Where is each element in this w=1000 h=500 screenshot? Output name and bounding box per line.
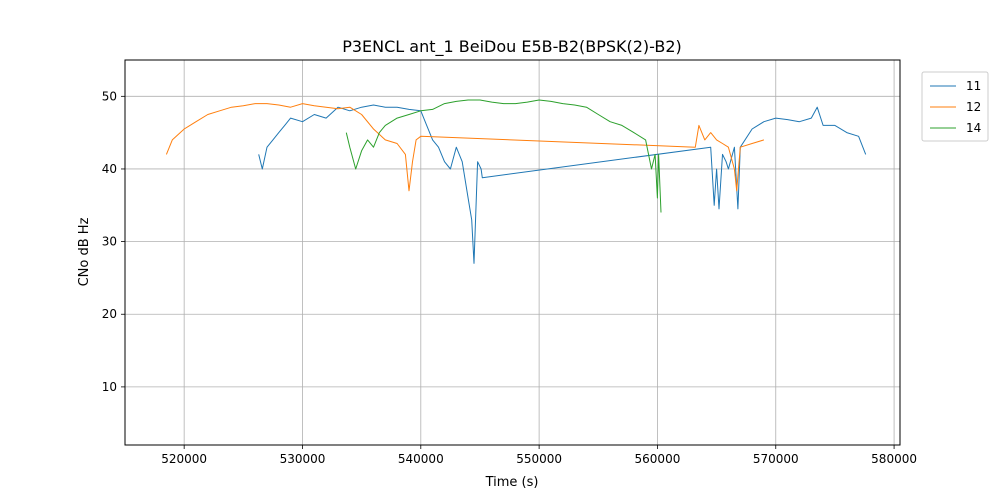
series-line-11 <box>258 104 867 264</box>
y-ticks: 10 20 30 40 50 <box>102 89 125 394</box>
x-tick-label: 520000 <box>161 452 207 466</box>
x-tick-label: 560000 <box>635 452 681 466</box>
y-tick-label: 10 <box>102 380 117 394</box>
x-tick-label: 580000 <box>871 452 917 466</box>
plot-lines <box>165 99 867 264</box>
x-tick-label: 550000 <box>516 452 562 466</box>
legend: 11 12 14 <box>921 71 989 142</box>
grid <box>125 60 900 445</box>
x-ticks: 520000 530000 540000 550000 560000 570000 5800… <box>161 445 917 466</box>
y-tick-label: 40 <box>102 162 117 176</box>
x-tick-label: 530000 <box>280 452 326 466</box>
x-tick-label: 570000 <box>753 452 799 466</box>
y-axis-label: CNo dB Hz <box>77 217 92 286</box>
plot-frame <box>124 59 901 446</box>
x-tick-label: 540000 <box>398 452 444 466</box>
legend-label-14: 14 <box>966 121 981 135</box>
y-tick-label: 30 <box>102 235 117 249</box>
series-line-12 <box>165 103 765 192</box>
legend-label-11: 11 <box>966 79 981 93</box>
y-tick-label: 20 <box>102 307 117 321</box>
chart-title: P3ENCL ant_1 BeiDou E5B-B2(BPSK(2)-B2) <box>342 37 682 57</box>
legend-label-12: 12 <box>966 100 981 114</box>
y-tick-label: 50 <box>102 89 117 103</box>
series-line-14 <box>345 99 662 213</box>
x-axis-label: Time (s) <box>485 475 539 490</box>
